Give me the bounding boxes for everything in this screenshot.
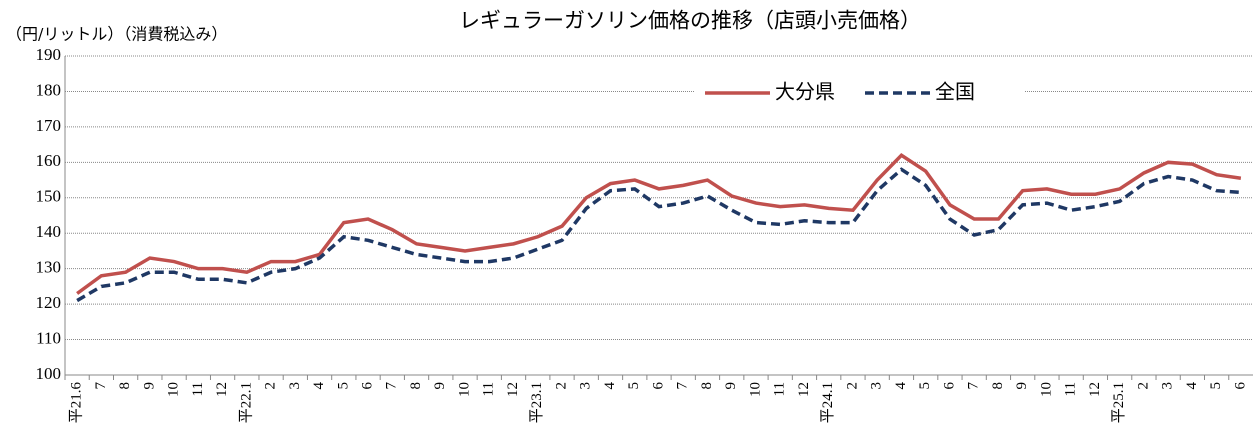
legend-label: 全国 <box>935 80 975 104</box>
x-tick-label: 8 <box>117 382 133 390</box>
x-tick-label: 12 <box>214 382 230 397</box>
x-tick-label: 6 <box>359 382 375 390</box>
series-line <box>76 167 1242 303</box>
x-tick-label: 6 <box>1232 382 1248 390</box>
x-tick-label: 6 <box>650 382 666 390</box>
y-tick-label: 100 <box>36 364 62 383</box>
x-tick-label: 10 <box>166 382 182 397</box>
x-tick-label: 9 <box>723 382 739 390</box>
y-tick-label: 140 <box>36 222 62 241</box>
x-tick-label: 8 <box>699 382 715 390</box>
x-tick-label: 平21.6 <box>69 382 85 424</box>
x-tick-label: 平25.1 <box>1111 382 1127 423</box>
x-tick-label: 12 <box>1087 382 1103 397</box>
x-tick-label: 平24.1 <box>820 382 836 423</box>
x-tick-label: 2 <box>844 382 860 390</box>
legend: 大分県 全国 <box>695 75 1025 111</box>
x-tick-label: 4 <box>311 382 327 390</box>
y-tick-label: 170 <box>36 116 62 135</box>
x-tick-label: 11 <box>481 382 497 396</box>
x-tick-label: 3 <box>287 382 303 390</box>
x-tick-label: 2 <box>553 382 569 390</box>
x-tick-label: 平22.1 <box>238 382 254 423</box>
series-line <box>76 152 1242 295</box>
legend-label: 大分県 <box>775 80 835 104</box>
x-tick-label: 3 <box>869 382 885 390</box>
y-tick-label: 160 <box>36 151 62 170</box>
x-tick-label: 3 <box>1160 382 1176 390</box>
x-tick-label: 7 <box>675 382 691 390</box>
x-tick-label: 7 <box>966 382 982 390</box>
x-tick-label: 11 <box>772 382 788 396</box>
x-tick-label: 8 <box>990 382 1006 390</box>
x-tick-label: 2 <box>1135 382 1151 390</box>
y-tick-label: 110 <box>36 328 61 347</box>
y-tick-label: 180 <box>36 80 62 99</box>
y-tick-label: 150 <box>36 187 62 206</box>
x-tick-label: 11 <box>1063 382 1079 396</box>
y-axis-label: （円/リットル）（消費税込み） <box>6 25 227 44</box>
x-tick-label: 4 <box>893 382 909 390</box>
x-tick-label: 6 <box>941 382 957 390</box>
x-tick-label: 9 <box>141 382 157 390</box>
x-tick-label: 5 <box>917 382 933 390</box>
x-tick-label: 10 <box>747 382 763 397</box>
y-tick-label: 120 <box>36 293 62 312</box>
y-tick-label: 130 <box>36 258 62 277</box>
x-tick-label: 10 <box>1038 382 1054 397</box>
x-tick-label: 11 <box>190 382 206 396</box>
y-tick-label: 190 <box>36 45 62 64</box>
x-tick-label: 12 <box>505 382 521 397</box>
x-tick-label: 8 <box>408 382 424 390</box>
x-tick-label: 5 <box>1208 382 1224 390</box>
x-tick-label: 12 <box>796 382 812 397</box>
x-tick-label: 7 <box>93 382 109 390</box>
x-tick-label: 10 <box>456 382 472 397</box>
x-tick-label: 9 <box>432 382 448 390</box>
x-tick-label: 平23.1 <box>529 382 545 423</box>
x-tick-label: 4 <box>602 382 618 390</box>
x-tick-label: 5 <box>626 382 642 390</box>
x-tick-label: 5 <box>335 382 351 390</box>
x-tick-label: 9 <box>1014 382 1030 390</box>
x-tick-label: 4 <box>1184 382 1200 390</box>
x-tick-label: 7 <box>384 382 400 390</box>
x-tick-label: 2 <box>263 382 279 390</box>
chart-title: レギュラーガソリン価格の推移（店頭小売価格） <box>459 9 921 33</box>
x-tick-label: 3 <box>578 382 594 390</box>
